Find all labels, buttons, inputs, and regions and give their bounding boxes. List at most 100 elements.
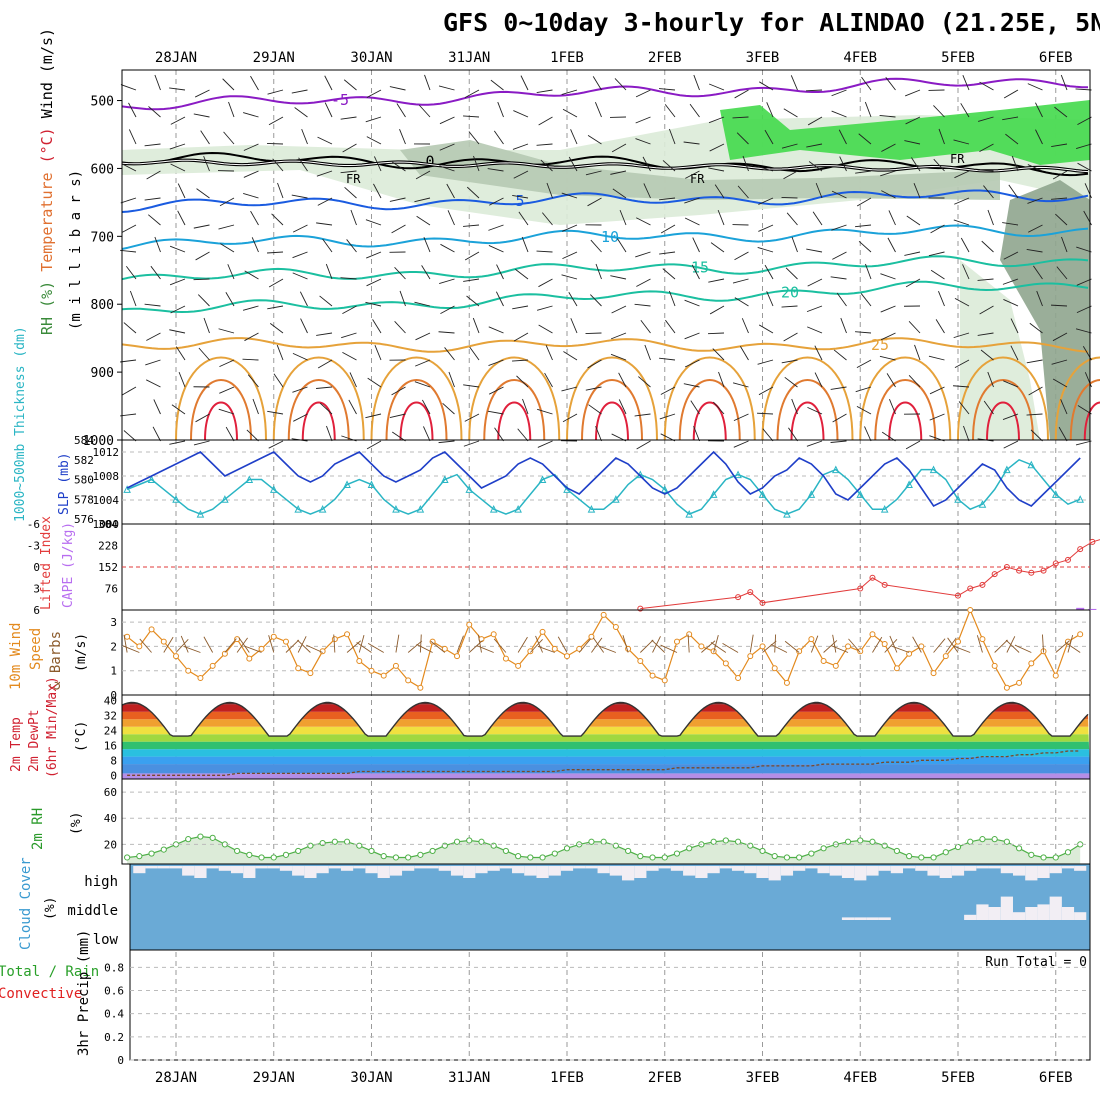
rh-2m-point xyxy=(979,836,986,843)
wind-barb-staff xyxy=(317,359,333,369)
wind-barb-staff xyxy=(979,143,994,153)
wind-barb-staff xyxy=(316,170,333,177)
wind-barb-staff xyxy=(659,88,676,91)
wind-barb-staff xyxy=(662,160,676,172)
cloud-middle-bar xyxy=(1049,896,1062,920)
wind-barb-staff xyxy=(610,170,627,175)
wind-barb-staff xyxy=(242,305,259,311)
wind-barb-staff xyxy=(365,413,382,419)
wind-barb-staff xyxy=(147,214,161,226)
cloud-high-gap xyxy=(866,866,879,876)
wind-tick-label: 3 xyxy=(110,616,117,629)
wind-barb-staff xyxy=(299,291,308,307)
wind-barb xyxy=(476,645,494,653)
wind-barb-staff xyxy=(709,305,725,315)
thickness-point xyxy=(929,465,938,474)
rh-2m-point xyxy=(600,838,607,845)
precip-tick-label: 0.8 xyxy=(104,961,124,974)
wind-barb-staff xyxy=(855,224,872,228)
wind-barb-staff xyxy=(244,270,259,280)
wind-barb-staff xyxy=(1002,222,1019,226)
wind-barb-staff xyxy=(244,332,259,342)
wind-barb-staff xyxy=(291,89,308,94)
lifted-index-tick-label: 6 xyxy=(33,604,40,617)
rh-2m-point xyxy=(405,854,412,861)
wind-barb-staff xyxy=(316,222,333,226)
rh-2m-point xyxy=(209,834,216,841)
cloud-high-gap xyxy=(524,866,537,876)
wind-speed-point xyxy=(331,636,338,643)
wind-speed-point xyxy=(661,677,668,684)
wind-barb-staff xyxy=(394,267,406,280)
rh-2m-point xyxy=(722,837,729,844)
wind-barb-staff xyxy=(243,170,259,178)
wind-barb-staff xyxy=(962,75,970,91)
warm-contour-loop xyxy=(204,401,238,441)
wind-barb-staff xyxy=(1075,88,1092,91)
wind-barb-staff xyxy=(644,344,651,361)
wind-barb-staff xyxy=(880,170,896,177)
wind-barb xyxy=(183,645,201,653)
wind-barb-staff xyxy=(905,440,921,450)
wind-barb xyxy=(477,634,482,653)
wind-barb-staff xyxy=(814,345,823,361)
isotherm-label: 10 xyxy=(601,228,619,246)
temp-color-band xyxy=(122,702,1090,705)
wind-barb-staff xyxy=(300,318,308,334)
wind-barb-staff xyxy=(758,324,774,334)
cloud-high-gap xyxy=(597,866,610,874)
rh-2m-point xyxy=(612,842,619,849)
wind-barb xyxy=(622,635,629,653)
wind-barb-staff xyxy=(684,197,700,204)
wind-barb-staff xyxy=(243,112,259,118)
wind-barb-staff xyxy=(708,83,725,91)
cloud-high-gap xyxy=(194,866,207,878)
wind-barb-staff xyxy=(788,427,798,442)
wind-barb-staff xyxy=(319,402,333,415)
wind-speed-point xyxy=(588,633,595,640)
wind-barb-staff xyxy=(545,345,553,361)
wind-barb-staff xyxy=(781,305,798,308)
wind-barb-staff xyxy=(933,158,945,172)
wind-speed-point xyxy=(527,648,534,655)
cloud-high-gap xyxy=(951,866,965,876)
rh-2m-point xyxy=(551,850,558,857)
wind-barb-staff xyxy=(193,113,210,118)
wind-barb-staff xyxy=(120,413,137,417)
wind-speed-point xyxy=(942,653,949,660)
wind-speed-point xyxy=(197,675,204,681)
wind-barb-staff xyxy=(150,265,161,280)
wind-barb-staff xyxy=(121,163,137,172)
wind-barb xyxy=(1065,642,1081,653)
wind-barb xyxy=(639,639,654,653)
upper-air-y-sublabel: (m i l l i b a r s) xyxy=(68,170,84,330)
wind-speed-point xyxy=(820,658,827,664)
wind-barb-staff xyxy=(732,116,749,119)
wind-barb xyxy=(537,645,555,653)
wind-barb-staff xyxy=(537,440,553,448)
cloud-high-gap xyxy=(976,866,989,869)
wind-barb-staff xyxy=(169,329,186,334)
precip-tick-label: 0 xyxy=(117,1054,124,1067)
lifted-index-point xyxy=(955,592,961,599)
wind-barb xyxy=(810,635,819,653)
wind-barb-staff xyxy=(366,251,382,259)
wind-barb-staff xyxy=(373,156,382,172)
wind-barb xyxy=(774,634,777,653)
thickness-point xyxy=(1027,460,1036,469)
cloud-middle-bar xyxy=(866,917,879,920)
wind-barb-staff xyxy=(322,238,333,253)
wind-barb-staff xyxy=(267,251,284,254)
wind-barb-staff xyxy=(488,359,504,367)
wind-barb-staff xyxy=(540,159,553,172)
wind-barb-staff xyxy=(935,319,945,334)
wind-barb-staff xyxy=(1051,359,1068,365)
cloud-high-gap xyxy=(890,866,904,874)
wind-barb-staff xyxy=(561,192,578,199)
isotherm-line-15 xyxy=(121,255,1089,281)
cloud-high-gap xyxy=(915,866,928,871)
wind-barb-staff xyxy=(587,134,602,145)
isotherm-line-5 xyxy=(121,189,1089,213)
bottom-x-tick-label: 28JAN xyxy=(155,1070,197,1086)
wind-speed-point xyxy=(246,655,253,662)
